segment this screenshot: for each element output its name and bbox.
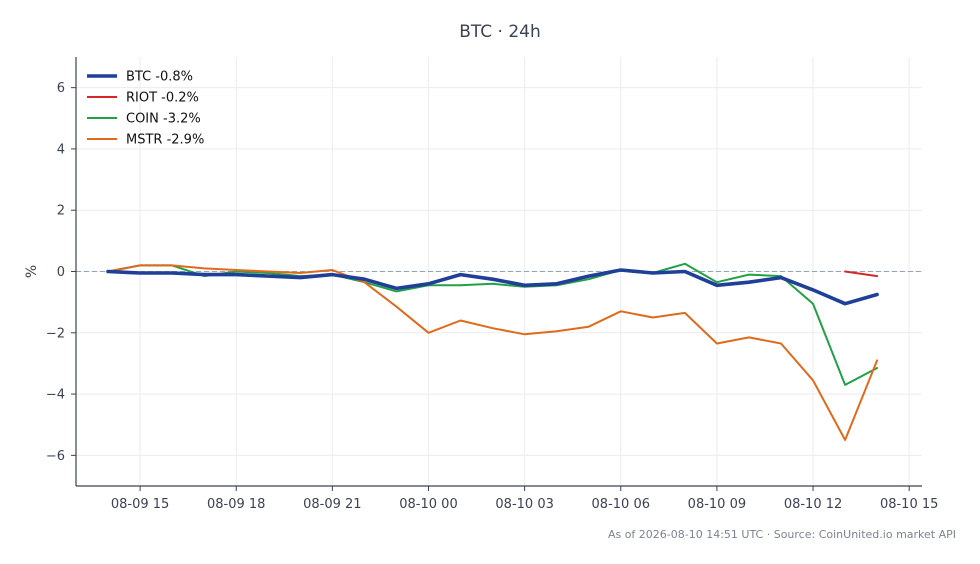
- y-tick-label-5: 4: [57, 142, 65, 157]
- x-tick-label-5: 08-10 06: [592, 497, 650, 512]
- legend: BTC -0.8% RIOT -0.2% COIN -3.2% MSTR -2.9%: [87, 70, 204, 148]
- legend-label-3: MSTR -2.9%: [126, 133, 204, 148]
- legend-label-2: COIN -3.2%: [126, 112, 201, 127]
- y-tick-label-4: 2: [57, 204, 65, 219]
- series-group: [106, 262, 879, 441]
- grid: [76, 57, 922, 486]
- series-line-1: [844, 270, 879, 278]
- y-tick-label-1: −4: [46, 388, 65, 403]
- x-tick-label-1: 08-09 18: [207, 497, 265, 512]
- y-tick-label-3: 0: [57, 265, 65, 280]
- legend-label-0: BTC -0.8%: [126, 70, 193, 85]
- x-tick-label-8: 08-10 15: [880, 497, 938, 512]
- chart-title: BTC · 24h: [459, 22, 541, 42]
- x-tick-label-2: 08-09 21: [303, 497, 361, 512]
- x-tick-label-6: 08-10 09: [688, 497, 746, 512]
- footer-source: As of 2026-08-10 14:51 UTC · Source: Coi…: [608, 528, 956, 541]
- y-tick-label-2: −2: [46, 326, 65, 341]
- legend-label-1: RIOT -0.2%: [126, 91, 199, 106]
- series-line-0: [106, 268, 879, 306]
- x-tick-label-4: 08-10 03: [495, 497, 553, 512]
- x-tick-label-7: 08-10 12: [784, 497, 842, 512]
- y-tick-label-0: −6: [46, 449, 65, 464]
- y-tick-label-6: 6: [57, 81, 65, 96]
- y-axis-label: %: [24, 265, 40, 278]
- x-axis-ticks: 08-09 15 08-09 18 08-09 21 08-10 00 08-10 03…: [111, 486, 938, 512]
- series-line-2: [107, 262, 879, 386]
- x-tick-label-0: 08-09 15: [111, 497, 169, 512]
- series-line-3: [107, 264, 879, 441]
- y-axis-ticks: −6 −4 −2 0 2 4 6: [46, 81, 76, 464]
- x-tick-label-3: 08-10 00: [399, 497, 457, 512]
